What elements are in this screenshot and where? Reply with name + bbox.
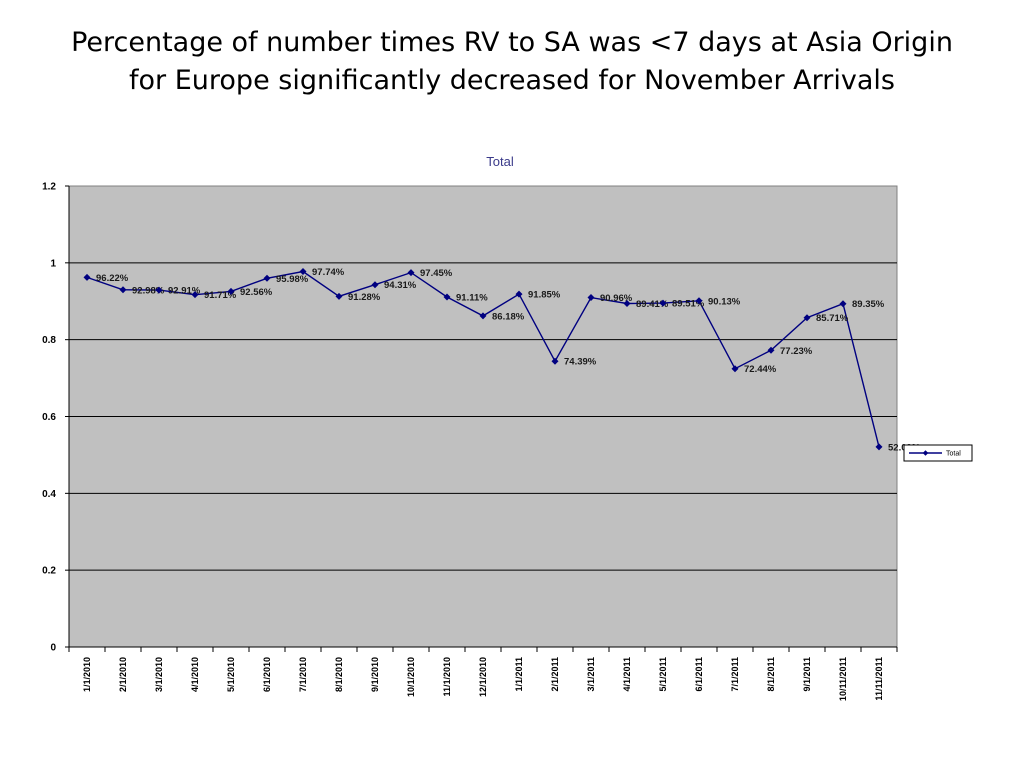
data-point — [623, 300, 631, 308]
x-tick-label: 8/1/2011 — [766, 657, 776, 692]
data-label: 85.71% — [816, 313, 849, 324]
legend-marker — [922, 450, 929, 456]
chart-title: Total — [486, 154, 514, 169]
x-tick-label: 1/1/2011 — [514, 657, 524, 692]
x-tick-label: 8/1/2010 — [334, 657, 344, 692]
x-tick-label: 1/1/2010 — [82, 657, 92, 692]
data-point — [839, 300, 847, 308]
data-label: 96.22% — [96, 273, 129, 284]
data-label: 92.56% — [240, 287, 273, 298]
data-point — [119, 286, 127, 294]
x-tick-label: 6/1/2010 — [262, 657, 272, 692]
data-label: 92.91% — [168, 286, 201, 297]
x-tick-label: 10/1/2010 — [406, 657, 416, 697]
data-label: 91.85% — [528, 290, 561, 301]
x-tick-label: 6/1/2011 — [694, 657, 704, 692]
x-tick-label: 3/1/2011 — [586, 657, 596, 692]
data-label: 91.11% — [456, 292, 488, 303]
data-label: 90.96% — [600, 293, 633, 304]
x-tick-label: 12/1/2010 — [478, 657, 488, 697]
data-point — [731, 365, 739, 373]
data-point — [155, 286, 163, 294]
data-label: 97.45% — [420, 268, 453, 279]
data-label: 97.74% — [312, 267, 345, 278]
data-point — [407, 269, 415, 277]
data-point — [371, 281, 379, 289]
data-label: 89.41% — [636, 299, 669, 310]
data-point — [479, 312, 487, 320]
data-point — [83, 273, 91, 281]
x-tick-label: 5/1/2010 — [226, 657, 236, 692]
x-tick-label: 5/1/2011 — [658, 657, 668, 692]
data-point — [299, 268, 307, 276]
y-tick-label: 0.4 — [42, 489, 56, 500]
x-tick-label: 7/1/2010 — [298, 657, 308, 692]
x-tick-label: 4/1/2011 — [622, 657, 632, 692]
data-point — [191, 291, 199, 299]
x-tick-label: 2/1/2011 — [550, 657, 560, 692]
data-point — [443, 293, 451, 301]
data-point — [335, 292, 343, 300]
x-tick-label: 9/1/2011 — [802, 657, 812, 692]
data-label: 91.71% — [204, 290, 237, 301]
slide-title: Percentage of number times RV to SA was … — [71, 27, 953, 96]
data-point — [803, 314, 811, 322]
x-tick-label: 3/1/2010 — [154, 657, 164, 692]
data-point — [659, 299, 667, 307]
x-tick-label: 7/1/2011 — [730, 657, 740, 692]
x-tick-label: 11/11/2011 — [874, 657, 884, 701]
data-point — [695, 297, 703, 305]
data-label: 92.98% — [132, 285, 165, 296]
x-tick-label: 4/1/2010 — [190, 657, 200, 692]
data-label: 89.51% — [672, 299, 705, 310]
y-tick-label: 0 — [50, 643, 56, 654]
data-label: 74.39% — [564, 357, 597, 368]
data-label: 94.31% — [384, 280, 417, 291]
data-point — [227, 287, 235, 295]
data-label: 72.44% — [744, 364, 777, 375]
legend-label: Total — [946, 451, 961, 458]
y-tick-label: 1.2 — [42, 182, 56, 193]
x-tick-label: 11/1/2010 — [442, 657, 452, 697]
data-point — [767, 346, 775, 354]
y-tick-label: 1 — [50, 258, 56, 269]
data-point — [551, 357, 559, 365]
x-tick-label: 2/1/2010 — [118, 657, 128, 692]
data-label: 95.98% — [276, 274, 309, 285]
data-label: 90.13% — [708, 296, 741, 307]
x-tick-label: 9/1/2010 — [370, 657, 380, 692]
y-tick-label: 0.6 — [42, 412, 56, 423]
data-point — [515, 290, 523, 298]
y-tick-label: 0.8 — [42, 335, 56, 346]
data-point — [587, 294, 595, 302]
data-label: 77.23% — [780, 346, 813, 357]
data-label: 91.28% — [348, 292, 381, 303]
data-point — [263, 274, 271, 282]
data-point — [875, 443, 883, 451]
data-label: 86.18% — [492, 311, 525, 322]
y-tick-label: 0.2 — [42, 566, 56, 577]
x-tick-label: 10/11/2011 — [838, 657, 848, 701]
data-label: 89.35% — [852, 299, 885, 310]
